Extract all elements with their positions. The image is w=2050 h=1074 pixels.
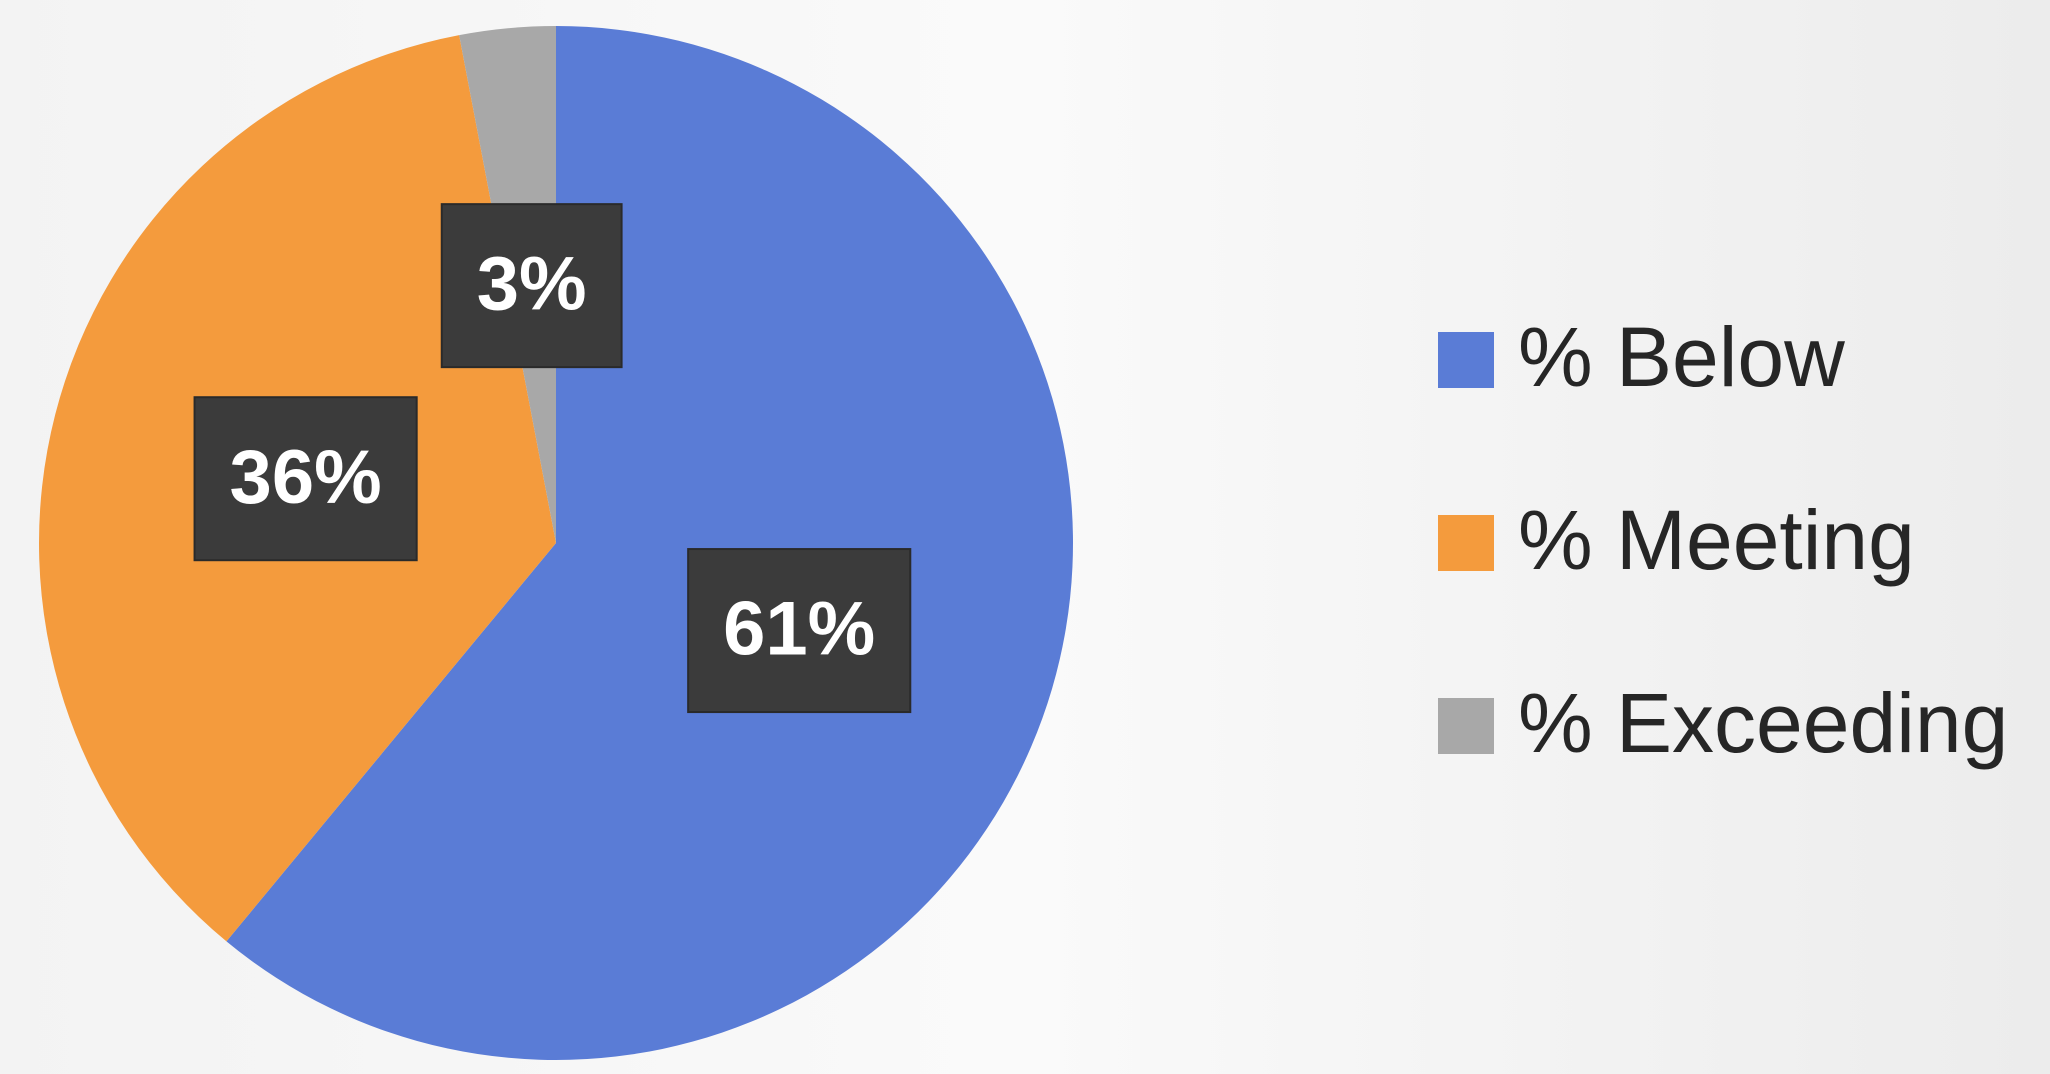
legend-swatch — [1438, 332, 1494, 388]
data-labels: 61% 36% 3% — [193, 203, 912, 714]
legend-label: % Exceeding — [1518, 676, 2008, 770]
pie-slice — [226, 26, 1074, 1060]
legend-label: % Meeting — [1518, 493, 1915, 587]
legend-swatch — [1438, 698, 1494, 754]
data-label: 61% — [723, 587, 875, 672]
data-label-box — [687, 548, 912, 714]
legend-label: % Below — [1518, 310, 1845, 404]
data-label: 3% — [477, 242, 587, 327]
legend-swatch — [1438, 515, 1494, 571]
legend: % Below % Meeting % Exceeding — [1438, 310, 2008, 770]
data-label: 36% — [230, 435, 382, 520]
data-label-box — [193, 396, 418, 562]
data-label-box — [440, 203, 623, 369]
